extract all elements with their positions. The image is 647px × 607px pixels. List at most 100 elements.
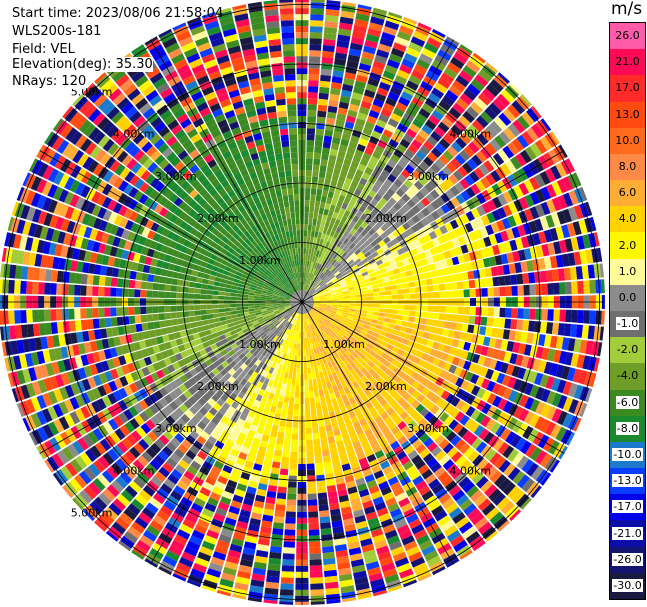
range-gate <box>450 314 458 322</box>
range-gate <box>325 241 331 248</box>
range-gate <box>368 228 376 236</box>
range-gate <box>340 316 348 321</box>
range-gate <box>409 305 416 311</box>
range-gate <box>322 227 328 235</box>
range-gate <box>362 95 374 104</box>
range-gate <box>353 230 361 238</box>
range-gate <box>310 0 325 3</box>
range-gate <box>355 13 370 22</box>
range-gate <box>374 179 384 188</box>
range-gate <box>477 238 486 249</box>
range-gate <box>409 184 420 195</box>
range-gate <box>322 449 330 457</box>
range-gate <box>546 406 557 420</box>
range-gate <box>443 345 452 354</box>
range-gate <box>583 280 590 294</box>
range-gate <box>349 262 357 268</box>
range-gate <box>401 19 416 30</box>
range-gate <box>355 118 366 127</box>
range-gate <box>450 435 462 447</box>
range-gate <box>308 535 321 542</box>
range-gate <box>358 319 366 324</box>
range-gate <box>80 319 88 331</box>
range-gate <box>322 253 328 260</box>
range-gate <box>458 476 471 489</box>
range-gate <box>330 82 342 90</box>
range-gate <box>492 348 501 360</box>
range-gate <box>516 319 524 331</box>
range-gate <box>341 314 348 318</box>
range-gate <box>407 449 419 460</box>
range-gate <box>524 208 534 222</box>
range-gate <box>305 188 311 195</box>
range-gate <box>426 278 433 286</box>
range-gate <box>351 193 359 202</box>
range-gate <box>254 295 261 299</box>
range-gate <box>510 274 518 285</box>
range-gate <box>98 276 106 286</box>
range-gate <box>555 254 564 268</box>
range-gate <box>358 63 372 72</box>
range-gate <box>528 220 538 234</box>
range-gate <box>197 271 205 278</box>
range-gate <box>424 119 437 131</box>
range-gate <box>396 314 404 321</box>
range-gate <box>477 259 485 269</box>
range-gate <box>507 215 517 228</box>
range-gate <box>434 334 442 343</box>
range-gate <box>327 256 333 263</box>
range-gate <box>290 445 298 452</box>
range-gate <box>340 269 347 275</box>
range-gate <box>326 117 336 125</box>
range-gate <box>378 287 386 292</box>
range-gate <box>281 408 288 415</box>
range-gate <box>368 349 376 357</box>
range-gate <box>512 378 523 391</box>
range-gate <box>380 169 390 179</box>
range-gate <box>507 376 517 389</box>
range-gate <box>500 362 509 374</box>
range-gate <box>547 242 556 256</box>
range-gate <box>330 309 337 313</box>
range-gate <box>316 408 323 415</box>
range-gate <box>529 176 540 191</box>
range-gate <box>56 309 63 321</box>
range-gate <box>352 155 362 164</box>
range-gate <box>432 341 440 350</box>
range-gate <box>444 313 452 322</box>
range-gate <box>304 272 306 279</box>
range-gate <box>367 28 382 38</box>
range-gate <box>260 303 267 306</box>
range-gate <box>347 347 355 355</box>
range-gate <box>480 480 493 493</box>
range-gate <box>336 333 343 339</box>
range-gate <box>352 320 359 325</box>
range-gate <box>291 439 298 446</box>
range-gate <box>329 230 336 237</box>
range-gate <box>340 318 347 323</box>
range-gate <box>512 342 521 354</box>
range-gate <box>308 287 313 293</box>
range-gate <box>419 407 430 418</box>
range-gate <box>418 273 426 280</box>
range-gate <box>323 208 329 216</box>
range-gate <box>359 177 368 186</box>
range-gate <box>399 343 408 351</box>
range-gate <box>331 293 338 297</box>
range-gate <box>381 326 389 332</box>
range-gate <box>339 16 354 25</box>
range-gate <box>388 339 397 346</box>
range-gate <box>349 292 356 296</box>
range-gate <box>504 318 512 329</box>
range-gate <box>322 141 331 149</box>
range-gate <box>373 292 380 297</box>
range-gate <box>383 336 391 344</box>
range-gate <box>401 58 415 69</box>
range-gate <box>368 326 376 332</box>
range-gate <box>350 36 365 46</box>
range-gate <box>422 171 433 182</box>
range-gate <box>305 176 312 183</box>
range-gate <box>68 308 75 320</box>
range-gate <box>486 317 494 327</box>
range-gate <box>435 450 447 462</box>
